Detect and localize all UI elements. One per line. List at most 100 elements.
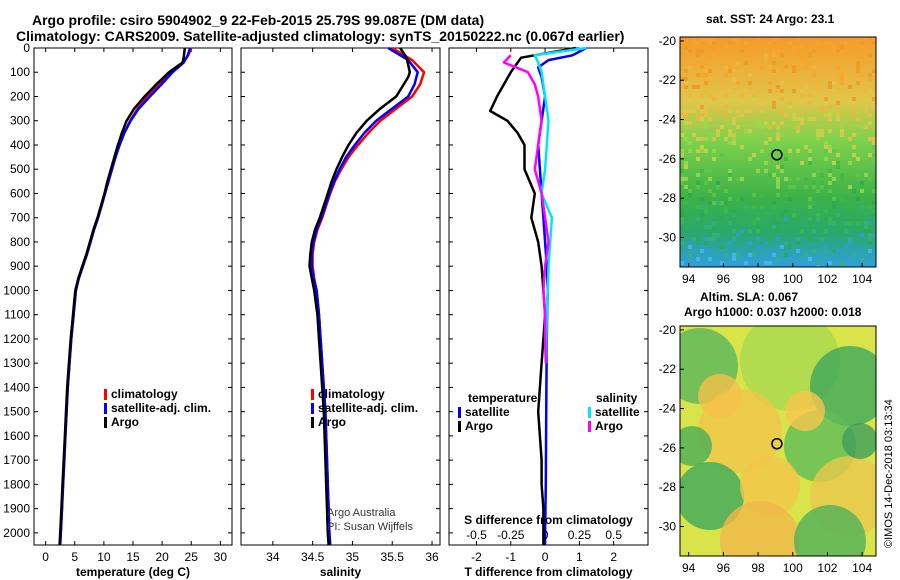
sla-blob bbox=[810, 346, 876, 426]
sst-pixel bbox=[856, 173, 860, 177]
sst-pixel bbox=[684, 109, 688, 113]
sst-pixel bbox=[812, 49, 816, 53]
sst-pixel bbox=[712, 137, 716, 141]
sst-pixel bbox=[820, 173, 824, 177]
lat-tick-label: -24 bbox=[659, 402, 677, 416]
sst-pixel bbox=[696, 41, 700, 45]
sst-pixel bbox=[748, 109, 752, 113]
sst-pixel bbox=[788, 85, 792, 89]
legend-swatch bbox=[104, 417, 107, 428]
sst-pixel bbox=[864, 125, 868, 129]
sst-pixel bbox=[708, 77, 712, 81]
sst-pixel bbox=[696, 237, 700, 241]
sst-pixel bbox=[844, 41, 848, 45]
sst-pixel bbox=[732, 133, 736, 137]
sst-pixel bbox=[728, 65, 732, 69]
sst-pixel bbox=[724, 45, 728, 49]
x-tick-label: -2 bbox=[471, 550, 482, 564]
sst-pixel bbox=[776, 257, 780, 261]
sst-pixel bbox=[836, 213, 840, 217]
sst-pixel bbox=[832, 181, 836, 185]
sst-pixel bbox=[872, 185, 876, 189]
sst-pixel bbox=[704, 237, 708, 241]
sst-pixel bbox=[756, 225, 760, 229]
sst-pixel bbox=[856, 249, 860, 253]
sst-pixel bbox=[756, 61, 760, 65]
legend-label: Argo bbox=[465, 419, 493, 433]
sst-pixel bbox=[784, 217, 788, 221]
sst-pixel bbox=[724, 113, 728, 117]
sst-pixel bbox=[860, 41, 864, 45]
sst-pixel bbox=[700, 105, 704, 109]
sst-pixel bbox=[688, 121, 692, 125]
series-line-argo bbox=[308, 47, 412, 546]
sst-pixel bbox=[728, 241, 732, 245]
sst-pixel bbox=[716, 133, 720, 137]
sst-pixel bbox=[704, 249, 708, 253]
sst-pixel bbox=[780, 133, 784, 137]
sst-pixel bbox=[780, 109, 784, 113]
sst-pixel bbox=[820, 105, 824, 109]
lat-tick-label: -22 bbox=[659, 362, 677, 376]
sla-blob bbox=[680, 426, 712, 466]
sst-pixel bbox=[872, 85, 876, 89]
sst-pixel bbox=[872, 41, 876, 45]
sst-pixel bbox=[808, 237, 812, 241]
sst-pixel bbox=[764, 53, 768, 57]
sst-pixel bbox=[784, 209, 788, 213]
x-tick-label: 34 bbox=[266, 550, 280, 564]
sst-pixel bbox=[840, 229, 844, 233]
sst-pixel bbox=[832, 177, 836, 181]
x-axis-label: salinity bbox=[320, 565, 362, 579]
sst-pixel bbox=[816, 41, 820, 45]
sst-pixel bbox=[724, 189, 728, 193]
sst-pixel bbox=[724, 201, 728, 205]
y-tick-label: 1100 bbox=[4, 308, 30, 322]
sst-pixel bbox=[728, 177, 732, 181]
sst-pixel bbox=[804, 65, 808, 69]
sst-pixel bbox=[704, 125, 708, 129]
sst-pixel bbox=[792, 65, 796, 69]
sst-pixel bbox=[696, 257, 700, 261]
legend-label: satellite-adj. clim. bbox=[111, 401, 211, 415]
sst-pixel bbox=[852, 253, 856, 257]
sst-pixel bbox=[712, 149, 716, 153]
sst-pixel bbox=[812, 117, 816, 121]
x-axis-label-top: S difference from climatology bbox=[464, 513, 633, 527]
lat-tick-label: -24 bbox=[659, 113, 677, 127]
sst-pixel bbox=[860, 185, 864, 189]
sst-pixel bbox=[772, 205, 776, 209]
sst-pixel bbox=[708, 249, 712, 253]
sst-pixel bbox=[688, 149, 692, 153]
lon-tick-label: 94 bbox=[682, 272, 696, 286]
sst-pixel bbox=[768, 173, 772, 177]
sst-pixel bbox=[824, 77, 828, 81]
sst-pixel bbox=[812, 73, 816, 77]
sst-pixel bbox=[768, 89, 772, 93]
sst-pixel bbox=[716, 109, 720, 113]
sst-pixel bbox=[844, 221, 848, 225]
sla-blob bbox=[740, 456, 800, 516]
sst-pixel bbox=[828, 41, 832, 45]
sst-pixel bbox=[824, 193, 828, 197]
sst-pixel bbox=[724, 137, 728, 141]
legend-swatch bbox=[104, 389, 107, 400]
sst-pixel bbox=[724, 73, 728, 77]
sst-pixel bbox=[704, 69, 708, 73]
sst-pixel bbox=[836, 65, 840, 69]
sst-pixel bbox=[696, 85, 700, 89]
sst-pixel bbox=[700, 73, 704, 77]
y-tick-label: 400 bbox=[10, 138, 30, 152]
sst-pixel bbox=[852, 189, 856, 193]
sst-pixel bbox=[780, 265, 784, 267]
x-tick-label: 35 bbox=[346, 550, 360, 564]
sst-pixel bbox=[684, 121, 688, 125]
y-tick-label: 200 bbox=[10, 89, 30, 103]
sst-pixel bbox=[700, 205, 704, 209]
sst-pixel bbox=[828, 57, 832, 61]
sst-pixel bbox=[872, 189, 876, 193]
y-tick-label: 1200 bbox=[3, 332, 30, 346]
sst-pixel bbox=[740, 197, 744, 201]
credit-text: PI: Susan Wijffels bbox=[327, 521, 413, 533]
sst-pixel bbox=[864, 225, 868, 229]
